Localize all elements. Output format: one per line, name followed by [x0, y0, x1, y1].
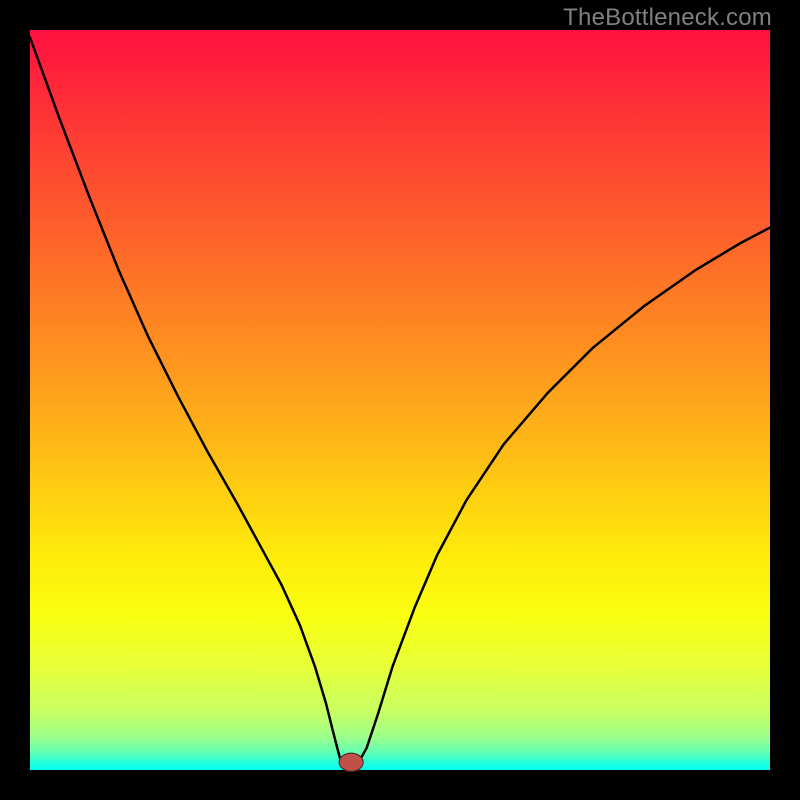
valley-marker — [339, 753, 363, 771]
plot-background — [30, 30, 770, 770]
watermark-text: TheBottleneck.com — [563, 4, 772, 32]
chart-svg — [0, 0, 800, 800]
chart-root: TheBottleneck.com — [0, 0, 800, 800]
